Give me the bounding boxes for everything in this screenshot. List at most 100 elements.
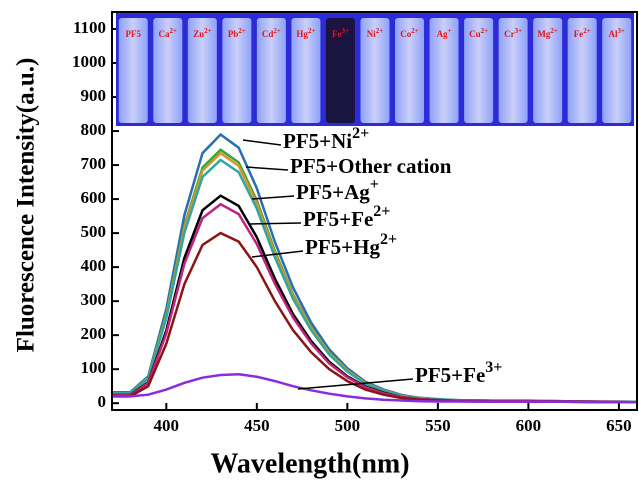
vial: [256, 18, 286, 123]
vial-label-text: Cr: [504, 29, 515, 39]
vial: [222, 18, 252, 123]
x-tick-label: 650: [606, 416, 632, 435]
y-tick-label: 1000: [72, 52, 106, 71]
annotation-sup: 3+: [485, 359, 502, 376]
vial-label-text: Pb: [228, 29, 239, 39]
y-tick-label: 100: [81, 358, 107, 377]
vial-label-text: Cd: [262, 29, 274, 39]
vial-label-text: Hg: [296, 29, 308, 39]
annotation: PF5+Fe3+: [415, 359, 502, 387]
vial-label: Zn2+: [193, 27, 212, 39]
annotation-arrow: [242, 139, 282, 146]
x-tick-label: 500: [335, 416, 361, 435]
annotation: PF5+Hg2+: [305, 231, 397, 259]
annotation-arrow: [297, 378, 414, 390]
annotation-arrow: [245, 166, 289, 171]
y-tick-label: 200: [81, 324, 107, 343]
vial-label: Hg2+: [296, 27, 315, 39]
plot-frame: [111, 11, 638, 411]
annotation-text: PF5+Ni: [283, 129, 352, 153]
vial: [533, 18, 563, 123]
vial-label: Cd2+: [262, 27, 281, 39]
vial-label: Fe2+: [574, 27, 591, 39]
annotation: PF5+Ag+: [296, 176, 379, 204]
vial-label-text: Fe: [574, 29, 584, 39]
vial-label-text: PF5: [126, 29, 142, 39]
vial-label-text: Co: [400, 29, 411, 39]
annotation-sup: +: [370, 176, 379, 193]
vial-label-text: Mg: [537, 29, 550, 39]
vial: [360, 18, 390, 123]
vial-label-text: Al: [608, 29, 617, 39]
vial-label-text: Cu: [469, 29, 481, 39]
vial: [429, 18, 459, 123]
vial-label-sup: 2+: [550, 27, 558, 35]
vial: [325, 18, 355, 123]
vial-label-sup: 3+: [617, 27, 625, 35]
vial-label: Co2+: [400, 27, 419, 39]
vial-label-text: Ca: [159, 29, 170, 39]
vial-label-sup: 2+: [481, 27, 489, 35]
annotation-arrow: [251, 195, 295, 200]
vial-label-sup: 2+: [204, 27, 212, 35]
y-tick-label: 800: [81, 120, 107, 139]
y-axis-title: Fluorescence Intensity(a.u.): [13, 58, 40, 353]
vial: [602, 18, 632, 123]
annotation-sup: 2+: [352, 125, 369, 142]
vial: [187, 18, 217, 123]
vial-label: PF5: [126, 29, 142, 39]
vial-label-sup: 3+: [341, 27, 349, 35]
y-tick-label: 900: [81, 86, 107, 105]
vial-label: Cr3+: [504, 27, 522, 39]
vial: [153, 18, 183, 123]
y-tick-label: 400: [81, 256, 107, 275]
annotation-text: PF5+Hg: [305, 235, 380, 259]
vial-label-sup: 2+: [170, 27, 178, 35]
annotation-sup: 2+: [373, 203, 390, 220]
vial-label-sup: 2+: [411, 27, 419, 35]
vial-label: Ni2+: [367, 27, 384, 39]
y-tick-label: 500: [81, 222, 107, 241]
y-tick-label: 0: [98, 392, 107, 411]
vial-label-text: Ni: [367, 29, 376, 39]
y-tick-label: 700: [81, 154, 107, 173]
annotation: PF5+Fe2+: [303, 203, 390, 231]
annotation-arrow: [251, 250, 304, 258]
vial: [464, 18, 494, 123]
vial-label: Ag+: [437, 27, 452, 39]
annotation-text: PF5+Fe: [415, 363, 485, 387]
vial-label-sup: 2+: [376, 27, 384, 35]
vial-label-text: Ag: [437, 29, 448, 39]
vial: [498, 18, 528, 123]
vial: [395, 18, 425, 123]
vial-label: Ca2+: [159, 27, 178, 39]
x-tick-label: 400: [154, 416, 180, 435]
x-tick-label: 450: [244, 416, 270, 435]
y-tick-label: 1100: [73, 18, 106, 37]
annotation-text: PF5+Ag: [296, 180, 370, 204]
vial: [567, 18, 597, 123]
x-tick-label: 600: [516, 416, 542, 435]
annotation-sup: 2+: [380, 231, 397, 248]
annotation: PF5+Other cation: [290, 154, 452, 178]
vial-label-sup: +: [448, 27, 452, 35]
vial: [291, 18, 321, 123]
vial-label: Mg2+: [537, 27, 558, 39]
inset-photo: PF5 Ca2+ Zn2+ Pb2+ Cd2+ Hg2+ Fe3+ Ni2+ Co2+ Ag+ Cu…: [116, 13, 634, 126]
annotation-text: PF5+Other cation: [290, 154, 452, 178]
vial-label-sup: 2+: [273, 27, 281, 35]
y-tick-label: 300: [81, 290, 107, 309]
annotation: PF5+Ni2+: [283, 125, 369, 153]
vial-label: Cu2+: [469, 27, 488, 39]
vial-label: Fe3+: [332, 27, 349, 39]
vial: [118, 18, 148, 123]
vial-label-sup: 3+: [515, 27, 523, 35]
vial-label-sup: 2+: [308, 27, 316, 35]
vial-label-text: Fe: [332, 29, 342, 39]
vial-label-sup: 2+: [583, 27, 591, 35]
vial-label: Pb2+: [228, 27, 246, 39]
annotation-text: PF5+Fe: [303, 207, 373, 231]
vial-label-sup: 2+: [238, 27, 246, 35]
line-series: [112, 373, 637, 404]
